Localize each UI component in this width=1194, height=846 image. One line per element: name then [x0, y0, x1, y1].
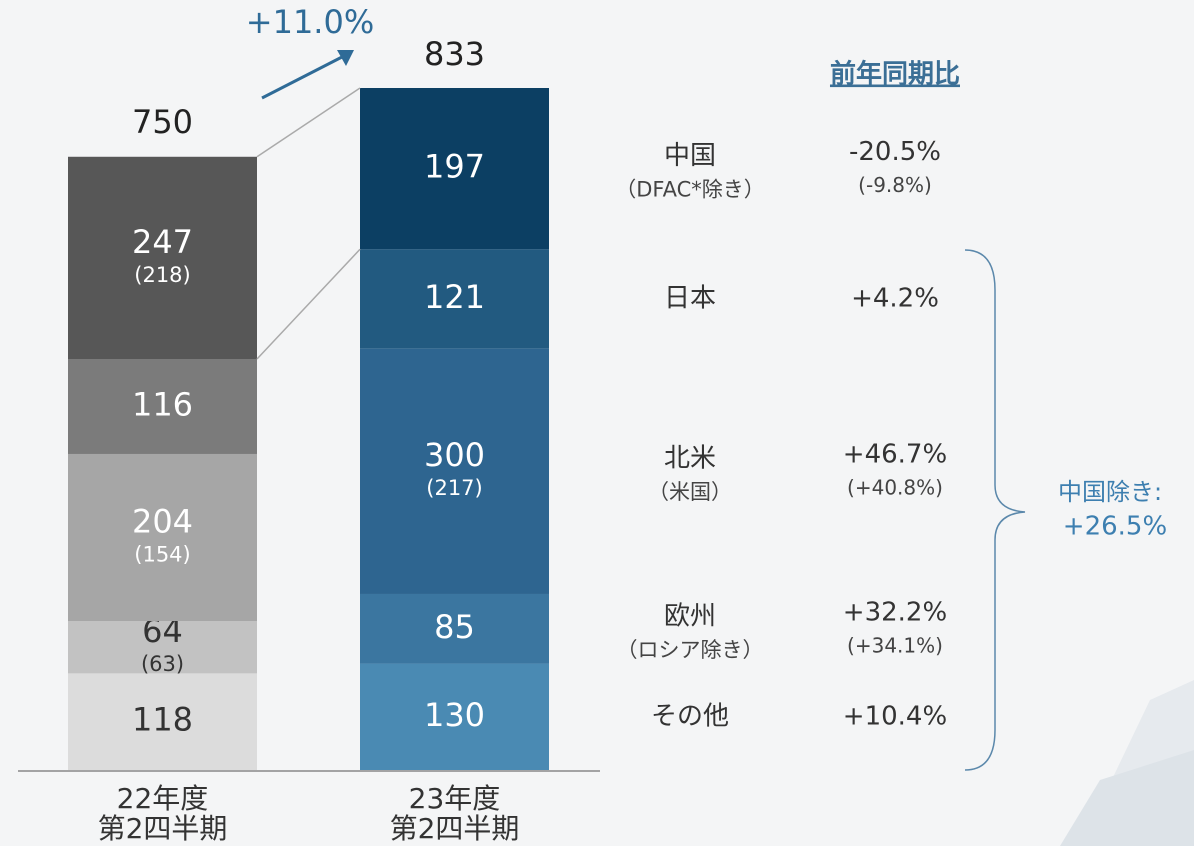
- connector: [256, 248, 361, 360]
- bar-segment: [360, 88, 549, 250]
- segment-sub-label: (154): [134, 542, 190, 566]
- legend-label: 北米: [664, 444, 716, 474]
- bar-segment: [68, 358, 257, 454]
- bar-segment: [68, 156, 257, 359]
- brace-label: 中国除き:: [1058, 478, 1162, 506]
- x-tick-label: 23年度: [409, 782, 501, 815]
- legend-note: （米国）: [648, 480, 732, 504]
- bar-segment: [360, 348, 549, 594]
- background-shape: [1060, 750, 1194, 846]
- legend-label: 日本: [664, 283, 716, 313]
- legend-label: 中国: [664, 141, 716, 171]
- segment-label: 204: [132, 502, 193, 540]
- yoy-note: (+40.8%): [847, 476, 943, 500]
- x-tick-label: 第2四半期: [98, 812, 228, 845]
- segment-label: 116: [132, 385, 193, 423]
- connector: [256, 87, 361, 158]
- bar-segment: [360, 663, 549, 770]
- bar-segment: [68, 620, 257, 674]
- segment-label: 197: [424, 148, 485, 186]
- x-tick-label: 第2四半期: [390, 812, 520, 845]
- segment-label: 247: [132, 223, 193, 261]
- brace: [964, 249, 1026, 771]
- total-label: 750: [132, 103, 193, 141]
- total-label: 833: [424, 35, 485, 73]
- x-tick-label: 22年度: [117, 782, 209, 815]
- legend-note: （ロシア除き）: [617, 638, 764, 662]
- yoy-note: (-9.8%): [858, 173, 932, 197]
- segment-label: 118: [132, 701, 193, 739]
- yoy-label: -20.5%: [849, 137, 941, 167]
- segment-sub-label: (63): [141, 652, 184, 676]
- brace-label: +26.5%: [1063, 512, 1167, 542]
- growth-label: +11.0%: [246, 3, 374, 41]
- yoy-label: +10.4%: [843, 701, 947, 731]
- segment-sub-label: (218): [134, 263, 190, 287]
- growth-arrow-head: [337, 50, 354, 66]
- growth-arrow: [261, 55, 343, 100]
- segment-label: 85: [434, 608, 475, 646]
- yoy-label: +4.2%: [851, 283, 939, 313]
- legend-label: 欧州: [664, 601, 716, 631]
- legend-label: その他: [651, 701, 729, 731]
- segment-sub-label: (217): [426, 476, 482, 500]
- header: 前年同期比: [830, 59, 960, 90]
- bar-segment: [68, 453, 257, 621]
- yoy-note: (+34.1%): [847, 633, 943, 657]
- bar-segment: [360, 249, 549, 349]
- yoy-label: +32.2%: [843, 597, 947, 627]
- yoy-label: +46.7%: [843, 440, 947, 470]
- segment-label: 300: [424, 436, 485, 474]
- bar-segment: [68, 673, 257, 770]
- legend-note: （DFAC*除き）: [615, 178, 764, 202]
- segment-label: 130: [424, 696, 485, 734]
- bar-segment: [360, 593, 549, 664]
- segment-label: 121: [424, 278, 485, 316]
